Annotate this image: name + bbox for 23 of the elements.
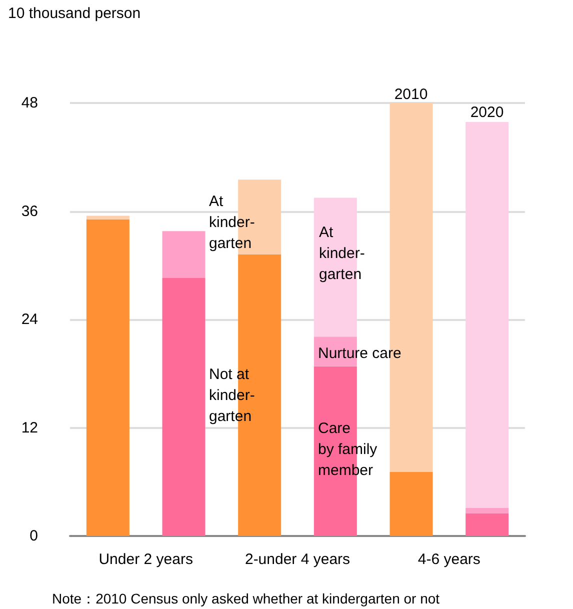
- annotation: At kinder- garten: [209, 193, 255, 252]
- y-tick-label: 12: [21, 419, 38, 436]
- bar: [162, 278, 206, 536]
- y-tick-label: 0: [30, 528, 38, 544]
- annotation: At kinder- garten: [319, 224, 365, 283]
- annotation: 2020: [470, 104, 504, 121]
- y-tick-label: 36: [21, 202, 38, 220]
- bar: [86, 219, 130, 536]
- bar: [466, 513, 509, 536]
- text: 2010: [394, 86, 428, 103]
- x-tick-label: 2-under 4 years: [244, 551, 350, 568]
- annotation: Nurture care: [318, 345, 402, 362]
- text: Note：2010 Census only asked whether at kindergarten or not: [52, 590, 440, 606]
- bar: [86, 216, 130, 220]
- bar: [466, 122, 509, 508]
- bar: [466, 508, 509, 514]
- x-tick-label: 4-6 years: [418, 551, 480, 568]
- y-tick-label: 48: [21, 94, 38, 112]
- bar: [390, 472, 433, 536]
- y-axis-title: 10 thousand person: [8, 5, 141, 22]
- bar: [162, 231, 206, 278]
- y-tick-label: 24: [21, 311, 38, 328]
- x-tick-label: Under 2 years: [98, 551, 193, 568]
